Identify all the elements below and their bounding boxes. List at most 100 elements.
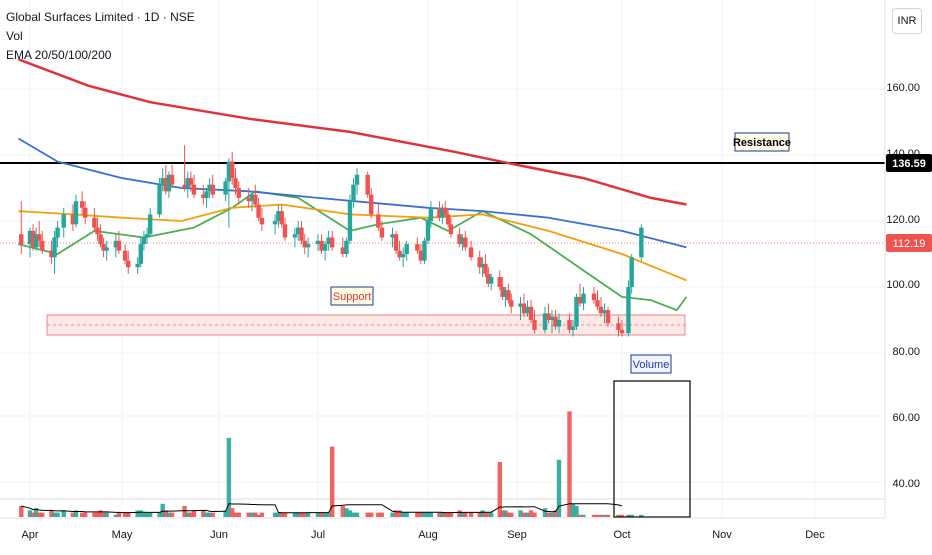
volume-bar xyxy=(626,514,631,517)
symbol-title[interactable]: Global Surfaces Limited · 1D · NSE xyxy=(6,10,195,24)
volume-bar xyxy=(460,512,465,517)
volume-bar xyxy=(428,512,434,517)
volume-bar xyxy=(188,512,194,517)
volume-bar xyxy=(468,512,474,517)
last-price-label-bg xyxy=(886,234,932,252)
time-tick: Dec xyxy=(805,529,825,541)
candle-body xyxy=(488,277,494,284)
candle-body xyxy=(379,227,385,238)
candle-body xyxy=(302,240,307,248)
candle-body xyxy=(629,257,634,287)
volume-tick: 60.00 xyxy=(892,412,920,424)
candle-body xyxy=(305,244,311,248)
volume-bar xyxy=(639,514,644,517)
volume-bar xyxy=(163,510,169,517)
candle-body xyxy=(595,300,600,307)
volume-bar xyxy=(528,510,534,517)
volume-bar xyxy=(390,512,395,517)
volume-bar xyxy=(329,446,335,517)
candle-body xyxy=(445,214,451,225)
volume-bar xyxy=(553,510,558,517)
volume-annotation: Volume xyxy=(630,354,672,374)
chart-legend: Global Surfaces Limited · 1D · NSE Vol E… xyxy=(6,8,195,65)
volume-bar xyxy=(354,512,360,517)
volume-bar xyxy=(379,512,385,517)
volume-bar xyxy=(95,512,100,517)
volume-bar xyxy=(279,512,284,517)
volume-bar xyxy=(30,512,36,517)
volume-bar xyxy=(282,512,288,517)
volume-bar xyxy=(230,508,235,517)
price-axis[interactable]: 160.00 140.00 120.00 100.00 80.00 60.00 … xyxy=(884,0,932,518)
volume-bar xyxy=(256,514,261,517)
volume-bar xyxy=(19,506,24,517)
candle-body xyxy=(98,234,103,245)
volume-bar xyxy=(223,510,228,517)
volume-bar xyxy=(437,512,442,517)
candle-body xyxy=(619,329,625,334)
volume-bar xyxy=(166,512,172,517)
volume-bar xyxy=(79,512,85,517)
volume-bar xyxy=(52,512,57,517)
candle-body xyxy=(319,240,324,251)
time-tick: Nov xyxy=(712,529,732,541)
ema-indicator-label[interactable]: EMA 20/50/100/200 xyxy=(6,48,112,62)
candle-body xyxy=(101,244,106,251)
volume-bar xyxy=(488,512,494,517)
time-axis[interactable]: Apr May Jun Jul Aug Sep Oct Nov Dec xyxy=(0,517,885,541)
volume-bar xyxy=(400,512,406,517)
candle-body xyxy=(188,178,194,185)
candle-body xyxy=(19,234,24,245)
volume-bar xyxy=(463,512,468,517)
volume-bar xyxy=(347,510,353,517)
volume-bar xyxy=(326,512,331,517)
volume-indicator-label[interactable]: Vol xyxy=(6,29,23,43)
currency-button[interactable]: INR xyxy=(892,8,922,34)
volume-bar xyxy=(521,512,527,517)
volume-bars xyxy=(19,411,644,517)
volume-bar xyxy=(33,508,39,517)
candle-body xyxy=(33,234,39,248)
candle-body xyxy=(116,240,122,251)
volume-bar xyxy=(141,512,147,517)
candle-body xyxy=(296,227,301,235)
volume-bar xyxy=(509,512,514,517)
volume-bar xyxy=(629,514,634,517)
price-tick: 80.00 xyxy=(892,346,920,358)
volume-bar xyxy=(457,510,462,517)
candle-body xyxy=(210,184,215,195)
volume-bar xyxy=(567,411,572,517)
volume-bar xyxy=(404,512,409,517)
candle-body xyxy=(570,326,576,330)
volume-bar xyxy=(532,512,537,517)
candle-body xyxy=(256,204,261,218)
volume-bar xyxy=(259,512,265,517)
volume-bar xyxy=(518,510,523,517)
volume-bar xyxy=(344,508,349,517)
candle-body xyxy=(95,227,100,235)
time-tick: Aug xyxy=(418,529,438,541)
candle-body xyxy=(276,211,281,221)
candle-body xyxy=(468,247,474,258)
candle-body xyxy=(460,237,465,245)
candle-body xyxy=(122,250,128,261)
volume-bar xyxy=(616,514,621,517)
volume-bar xyxy=(122,512,128,517)
candle-body xyxy=(272,221,278,225)
volume-bar xyxy=(418,512,424,517)
candle-body xyxy=(160,178,165,185)
ema-line-ema50 xyxy=(18,203,687,282)
candle-body xyxy=(525,306,530,314)
candle-body xyxy=(437,207,442,218)
volume-bar xyxy=(138,510,143,517)
candle-body xyxy=(141,237,147,245)
candle-body xyxy=(37,234,42,241)
volume-bar xyxy=(296,512,301,517)
volume-bar xyxy=(570,503,576,517)
volume-bar xyxy=(556,459,562,517)
volume-bar xyxy=(549,512,555,517)
candle-body xyxy=(104,247,109,251)
volume-bar xyxy=(440,512,445,517)
